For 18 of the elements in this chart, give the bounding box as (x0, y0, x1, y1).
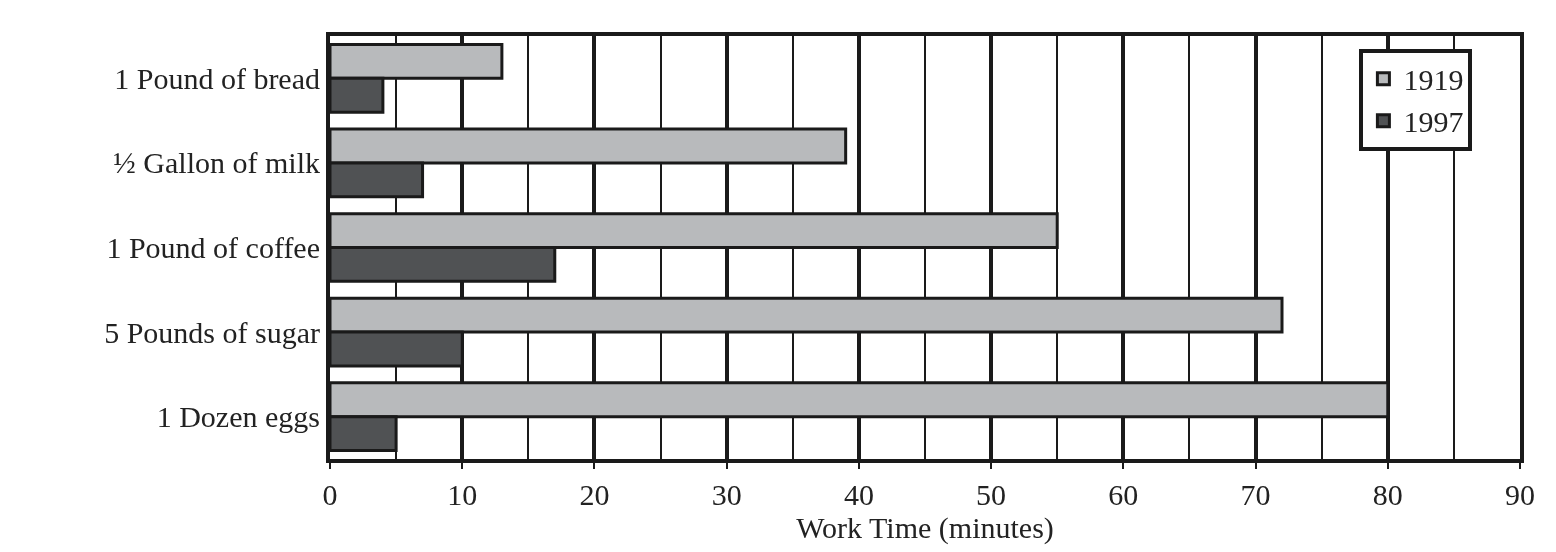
x-tick-label: 70 (1240, 478, 1271, 511)
y-tick-label: 1 Dozen eggs (156, 400, 320, 434)
x-tick-label: 30 (711, 478, 742, 511)
x-axis-title: Work Time (minutes) (796, 511, 1054, 545)
x-tick-label: 80 (1372, 478, 1403, 511)
x-tick-label: 50 (976, 478, 1007, 511)
x-tick-label: 60 (1108, 478, 1139, 511)
x-tick-label: 40 (843, 478, 874, 511)
y-tick-label: 1 Pound of coffee (106, 231, 320, 264)
legend-label: 1997 (1403, 105, 1464, 139)
y-tick-label: 5 Pounds of sugar (104, 315, 320, 349)
y-tick-label: ½ Gallon of milk (113, 146, 320, 180)
legend-label: 1919 (1403, 63, 1464, 97)
x-tick-label: 10 (447, 478, 478, 511)
y-tick-label: 1 Pound of bread (114, 61, 320, 95)
x-tick-label: 20 (579, 478, 610, 511)
x-tick-label: 0 (322, 478, 338, 511)
x-tick-label: 90 (1505, 478, 1535, 511)
